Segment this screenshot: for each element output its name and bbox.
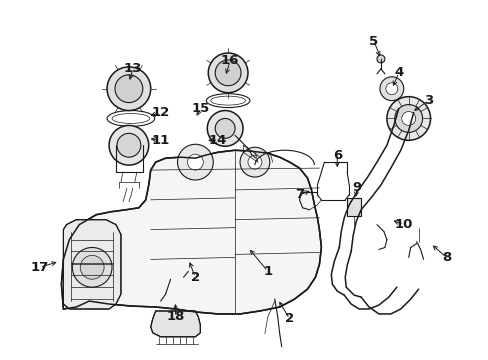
Text: 16: 16	[221, 54, 239, 67]
Circle shape	[247, 155, 262, 169]
Text: 17: 17	[30, 261, 49, 274]
Circle shape	[385, 83, 397, 95]
Circle shape	[379, 77, 403, 100]
Text: 5: 5	[368, 35, 378, 48]
Text: 4: 4	[393, 66, 403, 79]
Polygon shape	[63, 220, 121, 309]
Circle shape	[208, 53, 247, 93]
Circle shape	[376, 55, 384, 63]
Text: 9: 9	[352, 181, 361, 194]
Text: 15: 15	[191, 102, 209, 115]
Circle shape	[177, 144, 213, 180]
Text: 6: 6	[332, 149, 341, 162]
Text: 1: 1	[263, 265, 272, 278]
FancyBboxPatch shape	[346, 198, 360, 216]
Circle shape	[386, 96, 429, 140]
Circle shape	[187, 154, 203, 170]
Circle shape	[401, 112, 415, 125]
Circle shape	[215, 60, 241, 86]
Circle shape	[394, 105, 422, 132]
Text: 12: 12	[151, 106, 169, 119]
Circle shape	[72, 247, 112, 287]
Polygon shape	[61, 150, 321, 314]
Circle shape	[215, 118, 235, 138]
Circle shape	[117, 133, 141, 157]
Text: 18: 18	[166, 310, 184, 323]
Text: 3: 3	[423, 94, 432, 107]
Text: 8: 8	[441, 251, 450, 264]
Text: 14: 14	[208, 134, 227, 147]
Text: 11: 11	[151, 134, 169, 147]
Text: 2: 2	[285, 312, 294, 325]
Text: 10: 10	[394, 218, 412, 231]
Circle shape	[207, 111, 243, 146]
Text: 7: 7	[294, 188, 304, 201]
Circle shape	[240, 147, 269, 177]
Circle shape	[109, 125, 148, 165]
Circle shape	[80, 255, 104, 279]
Circle shape	[107, 67, 150, 111]
Text: 2: 2	[190, 271, 200, 284]
Circle shape	[115, 75, 142, 103]
Polygon shape	[150, 311, 200, 337]
Text: 13: 13	[123, 62, 142, 75]
